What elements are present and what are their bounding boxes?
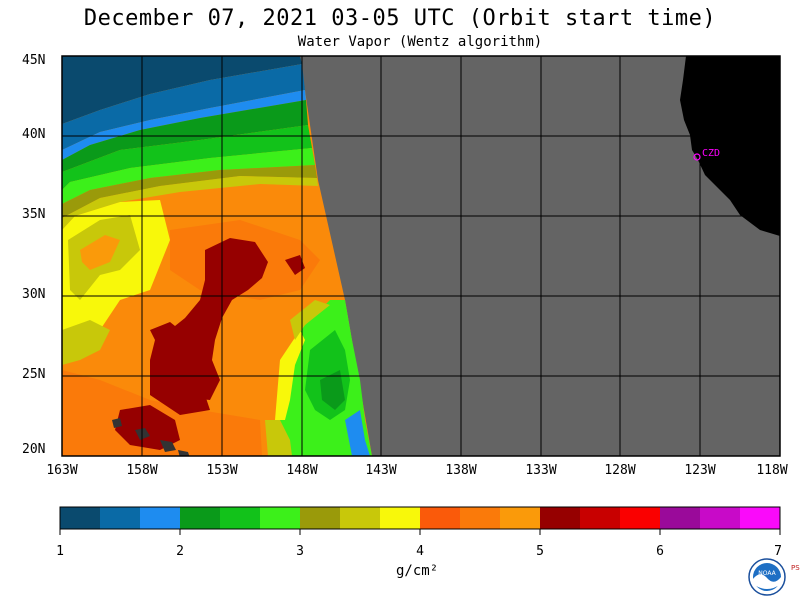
lat-label-35n: 35N <box>22 207 46 222</box>
colorbar-swatch <box>60 507 101 529</box>
colorbar-swatch <box>380 507 421 529</box>
lon-label-138w: 138W <box>445 463 477 478</box>
colorbar-swatch <box>340 507 381 529</box>
colorbar-swatch <box>620 507 661 529</box>
lon-label-158w: 158W <box>126 463 158 478</box>
colorbar-label-3: 3 <box>296 544 304 559</box>
svg-text:NOAA: NOAA <box>758 570 776 577</box>
lat-label-30n: 30N <box>22 287 46 302</box>
lon-label-133w: 133W <box>525 463 557 478</box>
colorbar-swatch <box>500 507 541 529</box>
colorbar-unit-label: g/cm² <box>396 563 439 579</box>
map-frame <box>61 55 781 457</box>
colorbar-label-2: 2 <box>176 544 184 559</box>
colorbar-swatch <box>100 507 141 529</box>
lon-label-163w: 163W <box>46 463 78 478</box>
colorbar-label-6: 6 <box>656 544 664 559</box>
colorbar-swatch <box>420 507 461 529</box>
colorbar-swatch <box>260 507 301 529</box>
station-marker <box>693 153 701 161</box>
lon-label-148w: 148W <box>286 463 318 478</box>
lon-label-143w: 143W <box>365 463 397 478</box>
lon-label-123w: 123W <box>684 463 716 478</box>
colorbar-swatch <box>460 507 501 529</box>
lat-label-25n: 25N <box>22 367 46 382</box>
colorbar-swatch <box>580 507 621 529</box>
colorbar <box>60 507 781 529</box>
lon-label-153w: 153W <box>206 463 238 478</box>
colorbar-swatch <box>140 507 181 529</box>
colorbar-swatch <box>180 507 221 529</box>
psl-side-text: PSL <box>791 564 800 572</box>
lat-label-40n: 40N <box>22 127 46 142</box>
lon-label-118w: 118W <box>756 463 788 478</box>
station-label: CZD <box>702 148 720 159</box>
colorbar-label-7: 7 <box>774 544 782 559</box>
colorbar-swatch <box>540 507 581 529</box>
lat-label-45n: 45N <box>22 53 46 68</box>
lat-label-20n: 20N <box>22 442 46 457</box>
noaa-logo: NOAA <box>748 558 786 596</box>
colorbar-ticks <box>59 529 781 535</box>
colorbar-label-4: 4 <box>416 544 424 559</box>
colorbar-swatch <box>660 507 701 529</box>
colorbar-swatch <box>740 507 781 529</box>
map-area: CZD <box>62 56 780 456</box>
colorbar-swatch <box>700 507 741 529</box>
lon-label-128w: 128W <box>604 463 636 478</box>
colorbar-label-5: 5 <box>536 544 544 559</box>
map-subtitle: Water Vapor (Wentz algorithm) <box>297 34 543 50</box>
map-title: December 07, 2021 03-05 UTC (Orbit start… <box>83 6 717 31</box>
colorbar-label-1: 1 <box>56 544 64 559</box>
colorbar-swatch <box>300 507 341 529</box>
north-america-land <box>680 56 780 236</box>
map-gridlines <box>62 56 780 456</box>
colorbar-swatch <box>220 507 261 529</box>
